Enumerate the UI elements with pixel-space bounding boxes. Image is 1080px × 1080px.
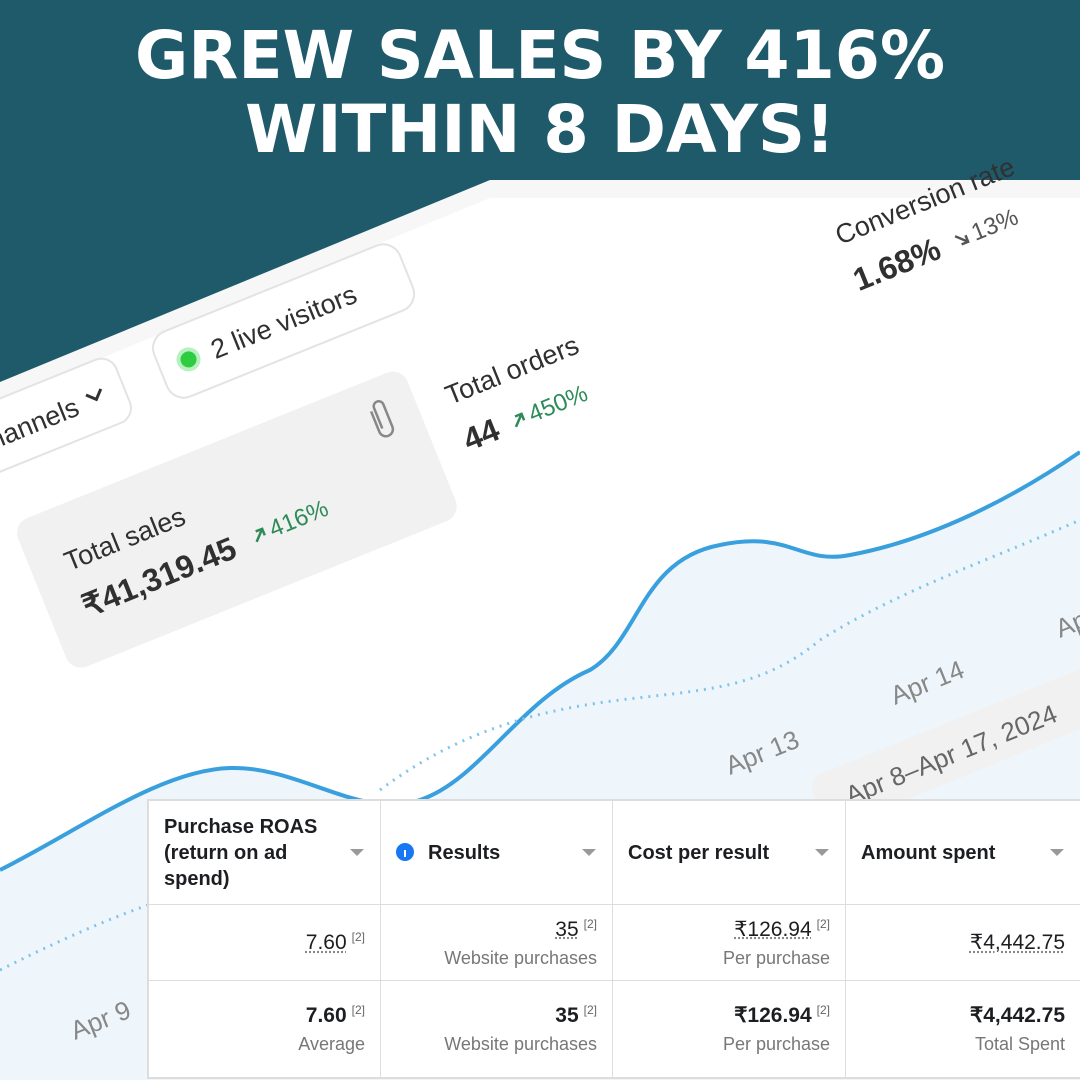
- cell-subtext: Website purchases: [396, 1034, 597, 1055]
- column-header[interactable]: Results: [381, 801, 613, 905]
- cell-subtext: Per purchase: [628, 1034, 830, 1055]
- info-icon: [396, 843, 414, 861]
- cell-value: ₹4,442.75: [970, 1004, 1065, 1027]
- header-row: Purchase ROAS (return on ad spend) Result…: [149, 801, 1080, 905]
- table-cell: 35 [2] Website purchases: [381, 981, 613, 1078]
- table-row: 7.60 [2] 35 [2] Website purchases ₹126.94 [2] P…: [149, 905, 1080, 981]
- footnote: [2]: [352, 1003, 365, 1017]
- sort-caret: [582, 849, 596, 856]
- header-text: Results: [428, 842, 500, 864]
- sort-caret: [1050, 849, 1064, 856]
- sort-caret: [350, 849, 364, 856]
- headline: WITHIN 8 DAYS!: [245, 91, 835, 168]
- cell-subtext: Website purchases: [396, 948, 597, 969]
- cell-subtext: Average: [164, 1034, 365, 1055]
- column-header[interactable]: Purchase ROAS (return on ad spend): [149, 801, 381, 905]
- footnote: [2]: [584, 1003, 597, 1017]
- cell-value: 35: [555, 1004, 578, 1027]
- footnote: [2]: [817, 917, 830, 931]
- column-header[interactable]: Cost per result: [613, 801, 846, 905]
- cell-value: ₹4,442.75: [970, 931, 1065, 954]
- table-cell: ₹126.94 [2] Per purchase: [613, 905, 846, 981]
- footnote: [2]: [584, 917, 597, 931]
- table-body: 7.60 [2] 35 [2] Website purchases ₹126.94 [2] P…: [149, 905, 1080, 1078]
- footnote: [2]: [352, 930, 365, 944]
- cell-subtext: Total Spent: [861, 1034, 1065, 1055]
- header-text: Cost per result: [628, 842, 769, 864]
- cell-value: 7.60: [306, 931, 347, 954]
- table-cell: 35 [2] Website purchases: [381, 905, 613, 981]
- table-cell: 7.60 [2] Average: [149, 981, 381, 1078]
- cell-subtext: Per purchase: [628, 948, 830, 969]
- column-header[interactable]: Amount spent: [846, 801, 1080, 905]
- cell-value: 35: [555, 918, 578, 941]
- sort-caret: [815, 849, 829, 856]
- table-cell: ₹4,442.75: [846, 905, 1080, 981]
- cell-value: ₹126.94: [734, 1004, 812, 1027]
- header-text: Purchase ROAS (return on ad spend): [164, 816, 317, 890]
- footnote: [2]: [817, 1003, 830, 1017]
- headline: GREW SALES BY 416%: [135, 17, 945, 94]
- header-text: Amount spent: [861, 842, 995, 864]
- cell-value: ₹126.94: [734, 918, 812, 941]
- table-row: 7.60 [2] Average 35 [2] Website purchases ₹126…: [149, 981, 1080, 1078]
- table-cell: 7.60 [2]: [149, 905, 381, 981]
- table-cell: ₹4,442.75 Total Spent: [846, 981, 1080, 1078]
- ads-table: Purchase ROAS (return on ad spend) Result…: [148, 800, 1080, 1078]
- table-cell: ₹126.94 [2] Per purchase: [613, 981, 846, 1078]
- page: GREW SALES BY 416% WITHIN 8 DAYS! Channe…: [0, 0, 1080, 1080]
- cell-value: 7.60: [306, 1004, 347, 1027]
